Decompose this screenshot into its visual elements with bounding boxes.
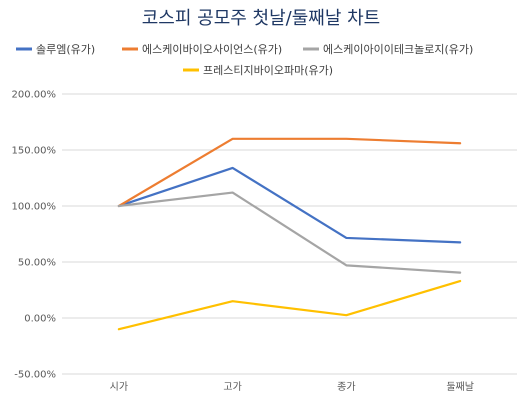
gridlines (62, 93, 517, 375)
series-line (117, 166, 462, 244)
legend-label: 솔루엠(유가) (36, 43, 95, 56)
y-tick-label: 150.00% (12, 146, 57, 157)
legend-label: 프레스티지바이오파마(유가) (203, 64, 333, 77)
x-axis: 시가 고가 종가 둘째날 (110, 381, 474, 393)
y-tick-label: 100.00% (12, 202, 57, 213)
chart-title: 코스피 공모주 첫날/둘째날 차트 (142, 8, 381, 29)
series-line (117, 137, 462, 208)
x-tick-label: 고가 (223, 381, 241, 393)
y-tick-label: 200.00% (12, 90, 57, 101)
x-tick-label: 종가 (337, 381, 355, 393)
legend: 솔루엠(유가) 에스케이바이오사이언스(유가) 에스케이아이이테크놀로지(유가) 프레… (16, 43, 473, 77)
x-tick-label: 시가 (110, 381, 128, 393)
series-line (117, 191, 462, 274)
legend-label: 에스케이아이이테크놀로지(유가) (323, 43, 473, 56)
legend-label: 에스케이바이오사이언스(유가) (142, 43, 282, 56)
series-lines (117, 137, 462, 331)
y-tick-label: -50.00% (14, 370, 56, 381)
x-tick-label: 둘째날 (446, 381, 474, 393)
y-tick-label: 50.00% (18, 258, 56, 269)
series-line (117, 279, 462, 331)
y-axis: 200.00% 150.00% 100.00% 50.00% 0.00% -50.00% (12, 90, 57, 381)
y-tick-label: 0.00% (24, 314, 56, 325)
